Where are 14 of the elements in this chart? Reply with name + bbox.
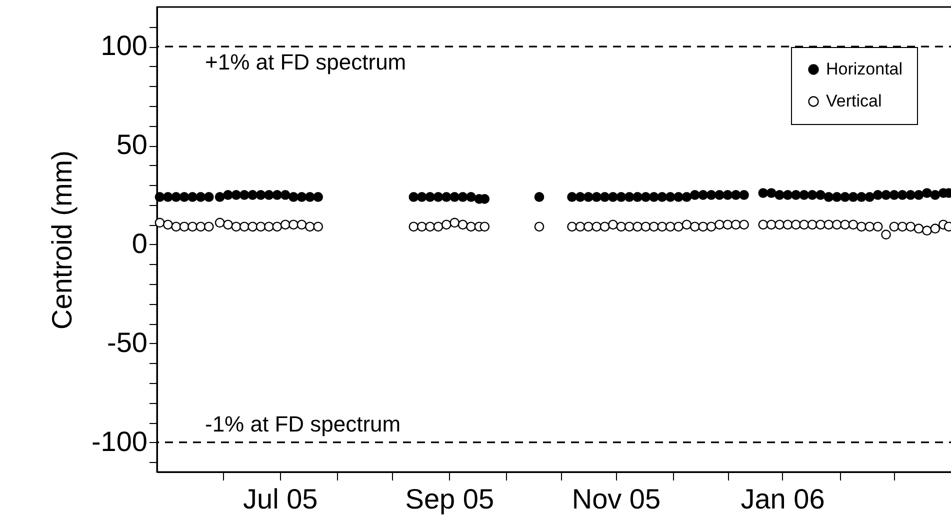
y-tick-label: 100 [100,30,148,62]
ref-line-label: +1% at FD spectrum [205,50,406,75]
x-tick-label: Sep 05 [405,484,494,514]
y-tick-label: 50 [116,129,148,160]
ref-line-label: -1% at FD spectrum [205,411,401,436]
y-tick-label: -100 [91,426,148,457]
legend-label: Horizontal [826,60,903,78]
legend-label: Vertical [826,92,882,110]
y-tick-label: 0 [132,228,148,259]
x-tick-label: Jan 06 [740,484,825,514]
x-tick-label: Jul 05 [243,484,318,514]
y-axis-title: Centroid (mm) [46,150,78,330]
x-tick-label: Nov 05 [572,484,661,514]
y-tick-label: -50 [107,326,148,358]
